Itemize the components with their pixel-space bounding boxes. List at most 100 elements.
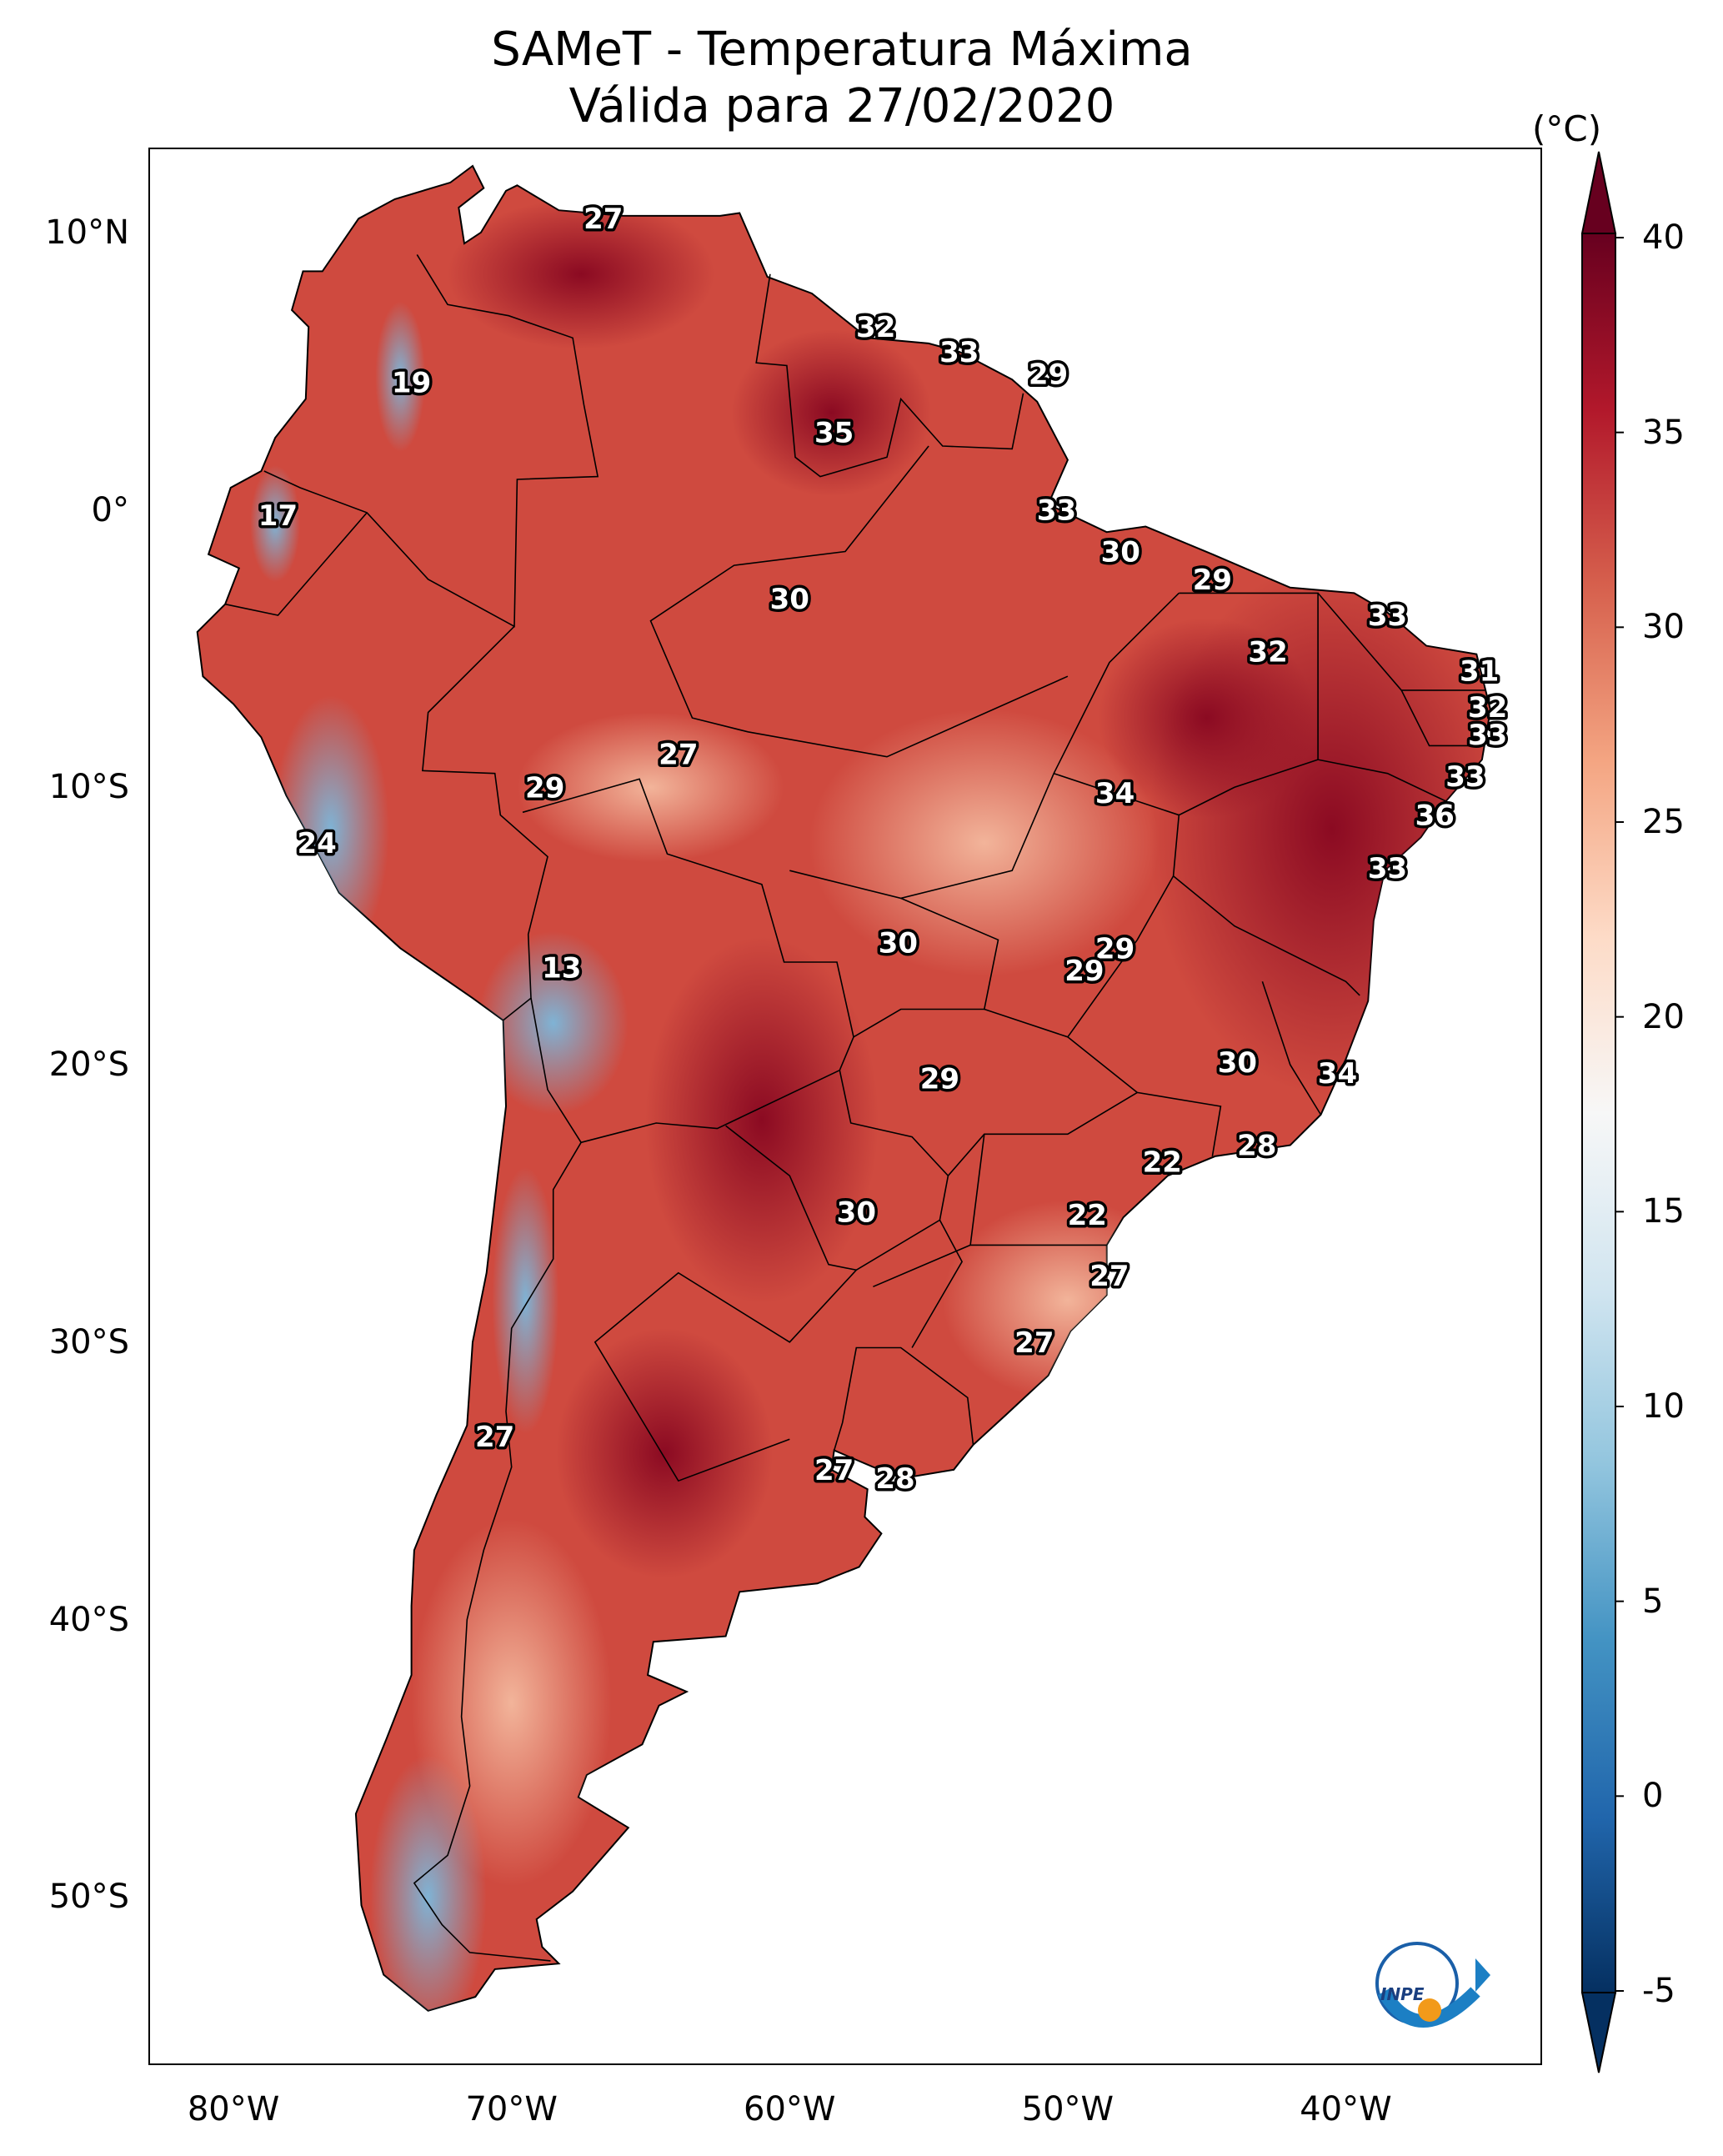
station-value-outline: 17 xyxy=(258,499,298,533)
logo-text: INPE xyxy=(1380,1984,1425,2004)
station-value: 27 xyxy=(814,1454,854,1487)
station-value-outline: 30 xyxy=(837,1196,876,1229)
colorbar-tick-label: 30 xyxy=(1642,608,1685,647)
cold-andes xyxy=(492,1166,559,1434)
station-value-outline: 22 xyxy=(1068,1199,1107,1232)
station-value: 32 xyxy=(856,311,895,344)
station-value-outline: 30 xyxy=(1218,1046,1257,1080)
x-tick-label: 70°W xyxy=(465,2090,558,2128)
station-value: 27 xyxy=(475,1421,514,1454)
y-tick-label: 40°S xyxy=(48,1600,129,1639)
cold-andes xyxy=(369,1755,487,2011)
warm-area xyxy=(517,712,784,863)
station-value-outline: 36 xyxy=(1415,800,1455,833)
station-value-outline: 32 xyxy=(856,311,895,344)
hot-spot xyxy=(644,936,879,1304)
station-value-outline: 13 xyxy=(542,952,581,985)
station-value-outline: 32 xyxy=(1468,691,1507,725)
border-line xyxy=(1067,1036,1222,1157)
y-tick-label: 30°S xyxy=(48,1322,129,1361)
country-state-borders xyxy=(224,253,1485,1962)
warm-area xyxy=(809,709,1160,976)
cold-andes xyxy=(478,931,629,1116)
station-value: 30 xyxy=(837,1196,876,1229)
map-panel: 27 27 32 32 33 33 29 29 19 19 35 35 17 17 33 33 30 30 29 29… xyxy=(148,148,1542,2065)
border-line xyxy=(873,1244,971,1288)
station-value-outline: 33 xyxy=(1037,494,1076,528)
station-value-outline: 35 xyxy=(814,416,854,449)
logo-arrow-icon xyxy=(1475,1958,1490,1992)
station-value: 29 xyxy=(1064,955,1104,988)
colorbar-tick-label: 20 xyxy=(1642,997,1685,1036)
x-tick-label: 50°W xyxy=(1021,2090,1114,2128)
station-value: 33 xyxy=(1368,852,1407,885)
border-line xyxy=(789,592,1180,900)
y-tick-label: 10°N xyxy=(45,213,129,252)
station-value: 33 xyxy=(1445,760,1485,794)
colorbar-max-extend xyxy=(1580,151,1617,234)
station-value: 29 xyxy=(1095,932,1134,965)
border-line xyxy=(1261,981,1322,1116)
station-value: 34 xyxy=(1095,777,1134,810)
station-value: 33 xyxy=(939,336,979,369)
station-value-outline: 34 xyxy=(1318,1057,1357,1091)
border-line xyxy=(755,273,1024,478)
colorbar-unit: (°C) xyxy=(1532,108,1602,149)
station-value-outline: 29 xyxy=(525,771,564,805)
station-value: 29 xyxy=(1193,564,1232,597)
station-value: 33 xyxy=(1037,494,1076,528)
y-tick-label: 0° xyxy=(91,490,129,529)
hot-spot xyxy=(556,1327,774,1578)
station-value: 34 xyxy=(1318,1057,1357,1091)
colorbar xyxy=(1580,151,1624,2073)
station-value-outline: 27 xyxy=(1089,1260,1129,1293)
station-value-outline: 34 xyxy=(1095,777,1134,810)
border-line xyxy=(853,1008,984,1038)
colorbar-min-extend xyxy=(1580,1992,1617,2073)
station-value: 29 xyxy=(920,1063,959,1096)
hot-spot xyxy=(448,198,715,349)
border-line xyxy=(1178,759,1319,816)
station-value: 31 xyxy=(1460,655,1499,689)
border-line xyxy=(1173,875,1360,996)
station-value-outline: 30 xyxy=(879,927,918,960)
colorbar-tick-label: 10 xyxy=(1642,1387,1685,1426)
chart-title-line2: Válida para 27/02/2020 xyxy=(568,79,1115,133)
border-line xyxy=(413,1141,582,1962)
logo-swoosh-icon xyxy=(1378,1987,1480,2028)
border-line xyxy=(947,1091,1138,1176)
y-tick-label: 50°S xyxy=(48,1878,129,1917)
colorbar-tick-label: 35 xyxy=(1642,413,1685,452)
x-tick-label: 60°W xyxy=(744,2090,836,2128)
station-value: 33 xyxy=(1468,719,1507,752)
station-value-outline: 33 xyxy=(1368,852,1407,885)
station-value-outline: 33 xyxy=(1468,719,1507,752)
station-value-outline: 30 xyxy=(770,583,809,616)
colorbar-tick-label: -5 xyxy=(1642,1972,1675,2010)
border-line xyxy=(911,1220,964,1348)
station-value: 27 xyxy=(1014,1326,1054,1360)
colorbar-tick-label: 25 xyxy=(1642,803,1685,841)
cold-andes xyxy=(250,465,301,583)
station-value-outline: 29 xyxy=(1095,932,1134,965)
station-value-outline: 27 xyxy=(659,738,698,771)
colorbar-tick-label: 0 xyxy=(1642,1777,1664,1816)
station-value-outline: 29 xyxy=(1029,358,1068,392)
station-value-outline: 28 xyxy=(875,1462,914,1496)
station-value-outline: 29 xyxy=(1193,564,1232,597)
colorbar-tick-label: 5 xyxy=(1642,1582,1664,1621)
station-value: 22 xyxy=(1068,1199,1107,1232)
logo-sun-icon xyxy=(1418,1998,1441,2022)
border-line xyxy=(263,253,599,628)
station-value-outline: 32 xyxy=(1248,635,1287,669)
inpe-logo: INPE xyxy=(1375,1942,1490,2028)
station-value: 22 xyxy=(1143,1146,1182,1180)
y-tick-label: 20°S xyxy=(48,1045,129,1085)
x-tick-label: 80°W xyxy=(187,2090,280,2128)
station-value-outline: 27 xyxy=(584,203,623,236)
station-value: 27 xyxy=(659,738,698,771)
station-value-outline: 27 xyxy=(814,1454,854,1487)
station-value: 30 xyxy=(879,927,918,960)
